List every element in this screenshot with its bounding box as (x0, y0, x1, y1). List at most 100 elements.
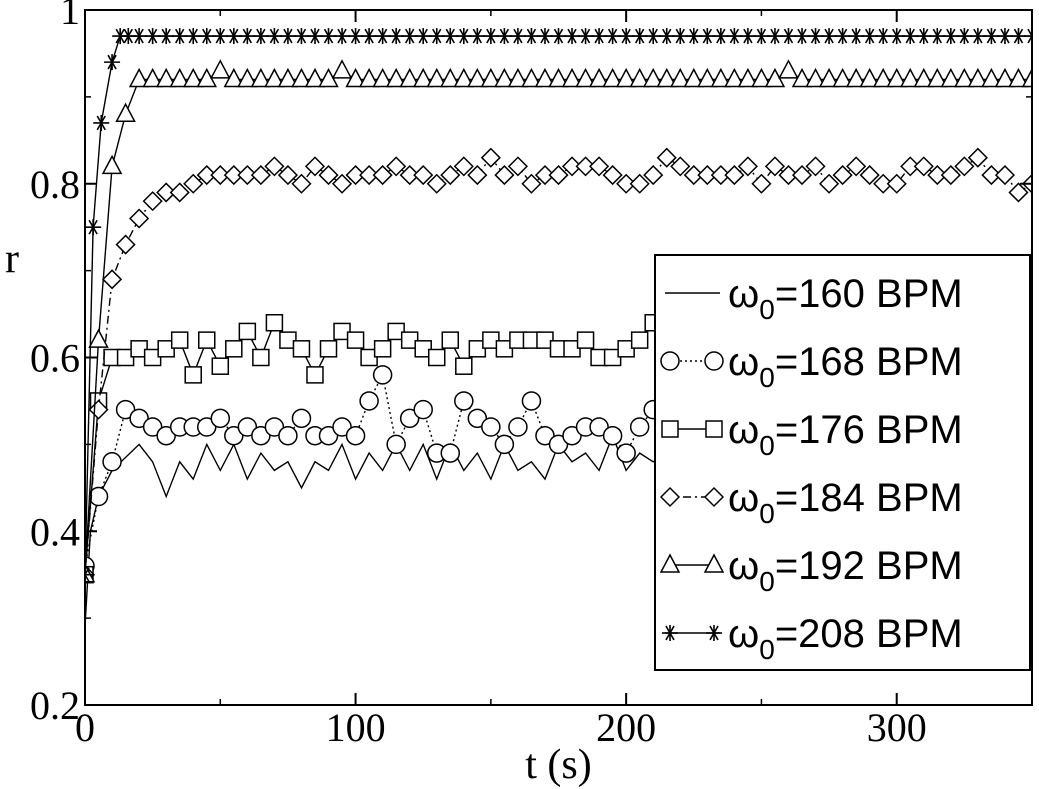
data-point (630, 331, 649, 349)
data-point (223, 165, 244, 186)
legend-item: ω0=208 BPM (662, 612, 963, 665)
data-point (183, 173, 204, 194)
data-point (250, 165, 271, 186)
data-point (101, 154, 123, 175)
data-point (386, 156, 407, 177)
data-point (467, 165, 488, 186)
data-point (252, 28, 269, 45)
data-point (1024, 28, 1032, 45)
data-point (737, 156, 758, 177)
data-point (1010, 28, 1027, 45)
data-point (834, 28, 851, 45)
data-point (548, 67, 569, 88)
data-point (142, 417, 163, 437)
data-point (469, 28, 486, 45)
data-point (251, 425, 271, 446)
y-tick-label: 0.8 (30, 162, 80, 207)
data-point (967, 147, 988, 168)
data-point (453, 67, 475, 88)
data-point (331, 173, 353, 194)
legend-item: ω0=176 BPM (661, 408, 963, 461)
data-point (805, 156, 826, 177)
data-point (264, 67, 285, 88)
data-point (442, 28, 459, 45)
data-point (158, 28, 175, 45)
legend-marker (659, 553, 681, 573)
data-point (454, 391, 474, 411)
data-point (861, 28, 878, 45)
legend-marker (660, 351, 680, 371)
data-point (602, 165, 623, 186)
data-point (197, 417, 217, 437)
data-point (372, 365, 393, 385)
data-point (954, 67, 975, 88)
data-point (480, 67, 502, 88)
data-point (210, 408, 231, 429)
legend-label: ω0=208 BPM (728, 612, 963, 665)
legend-box (654, 254, 1031, 671)
data-point (372, 165, 393, 186)
data-point (954, 156, 975, 177)
data-point (956, 28, 973, 45)
data-point (212, 28, 229, 45)
data-point (683, 165, 704, 186)
data-point (85, 219, 102, 236)
data-point (93, 114, 110, 131)
data-point (334, 28, 351, 45)
plot-area (85, 28, 1032, 627)
data-point (171, 28, 188, 45)
data-point (266, 28, 283, 45)
data-point (739, 28, 756, 45)
x-tick-label: 0 (75, 705, 95, 750)
data-point (441, 331, 460, 349)
data-point (440, 443, 461, 463)
data-point (428, 28, 445, 45)
data-point (656, 147, 677, 168)
data-point (521, 173, 542, 194)
data-point (983, 28, 1000, 45)
data-point (440, 165, 461, 186)
data-point (548, 434, 569, 455)
y-tick-label: 0.6 (30, 336, 80, 381)
legend-marker (703, 486, 725, 508)
data-point (304, 67, 326, 88)
data-point (427, 348, 446, 367)
data-point (278, 425, 298, 446)
y-axis-label: r (5, 236, 19, 282)
data-point (575, 67, 596, 88)
data-point (615, 67, 637, 88)
data-point (561, 156, 583, 177)
data-point (670, 156, 691, 177)
data-point (764, 156, 786, 177)
data-point (345, 425, 366, 446)
data-point (631, 28, 648, 45)
data-point (250, 67, 272, 88)
data-point (210, 59, 231, 79)
data-point (969, 28, 986, 45)
data-point (791, 67, 813, 88)
data-point (523, 28, 540, 45)
data-point (807, 28, 824, 45)
data-point (886, 67, 907, 88)
data-point (994, 165, 1016, 186)
data-point (440, 67, 461, 88)
data-point (412, 67, 434, 88)
data-point (129, 408, 149, 429)
series-160-bpm (85, 433, 1032, 627)
data-point (496, 28, 513, 45)
data-point (591, 28, 608, 45)
data-point (115, 234, 136, 255)
data-point (710, 67, 732, 88)
legend-label: ω0=168 BPM (728, 340, 963, 393)
data-point (225, 340, 243, 358)
data-point (766, 28, 783, 45)
data-point (279, 28, 296, 45)
data-point (902, 28, 919, 45)
data-point (913, 156, 934, 177)
data-point (737, 67, 759, 88)
data-point (156, 425, 176, 446)
data-point (618, 28, 635, 45)
data-point (304, 156, 326, 177)
data-point (358, 67, 380, 88)
data-point (577, 28, 594, 45)
